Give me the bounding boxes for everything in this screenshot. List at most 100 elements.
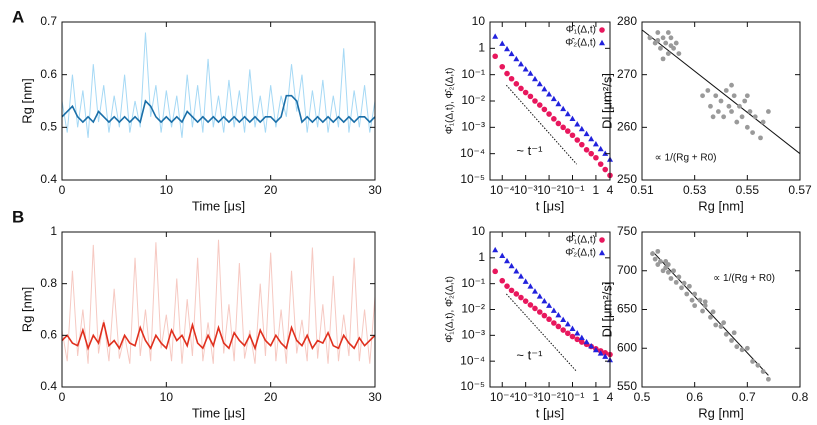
marker bbox=[713, 322, 719, 328]
marker bbox=[531, 288, 538, 294]
marker bbox=[681, 280, 687, 286]
fit-line bbox=[652, 251, 769, 376]
marker bbox=[687, 283, 692, 289]
marker bbox=[560, 316, 567, 322]
y-tick-label: 10⁻³ bbox=[461, 120, 485, 134]
marker bbox=[555, 120, 562, 127]
y-tick-label: 10⁻⁵ bbox=[460, 172, 485, 186]
x-axis-label: t [μs] bbox=[536, 198, 564, 213]
y-tick-label: 10⁻¹ bbox=[461, 67, 485, 81]
marker bbox=[602, 350, 609, 356]
legend-label: Φ̂₁(Δ,t) bbox=[566, 24, 596, 36]
x-tick-label: 0 bbox=[59, 390, 66, 404]
marker bbox=[647, 35, 653, 41]
y-tick-label: 700 bbox=[617, 263, 637, 277]
marker bbox=[583, 338, 590, 345]
marker bbox=[527, 283, 534, 289]
y-tick-label: 10⁻⁴ bbox=[460, 146, 485, 160]
marker bbox=[744, 345, 750, 351]
marker bbox=[708, 314, 713, 320]
x-tick-label: 4 bbox=[607, 390, 614, 404]
marker bbox=[527, 70, 534, 76]
y-tick-label: 1 bbox=[478, 250, 485, 264]
y-tick-label: 10⁻³ bbox=[461, 328, 485, 342]
marker bbox=[569, 325, 576, 331]
marker bbox=[592, 346, 599, 353]
marker bbox=[702, 299, 708, 305]
x-tick-label: 0.55 bbox=[736, 183, 760, 197]
marker bbox=[744, 93, 750, 99]
marker bbox=[679, 285, 684, 291]
y-tick-label: 0.4 bbox=[40, 379, 57, 393]
marker bbox=[546, 316, 552, 323]
y-tick-label: 10⁻¹ bbox=[461, 276, 485, 290]
marker bbox=[718, 324, 724, 329]
marker bbox=[750, 130, 755, 136]
x-tick-label: 30 bbox=[368, 183, 382, 197]
marker bbox=[760, 369, 766, 374]
marker bbox=[560, 327, 566, 333]
x-tick-label: 10⁻³ bbox=[514, 390, 538, 404]
y-tick-label: 0.6 bbox=[40, 67, 57, 81]
x-tick-label: 10⁻³ bbox=[514, 183, 538, 197]
marker bbox=[560, 105, 567, 112]
marker bbox=[650, 251, 655, 257]
marker bbox=[593, 154, 599, 161]
marker bbox=[715, 109, 721, 114]
marker bbox=[583, 130, 590, 137]
plot-frame bbox=[641, 21, 801, 181]
x-axis-label: Rg [nm] bbox=[698, 405, 744, 420]
marker bbox=[668, 43, 674, 49]
marker bbox=[713, 93, 719, 99]
legend-marker bbox=[599, 27, 605, 33]
annotation: ∝ 1/(Rg + R0) bbox=[713, 273, 775, 284]
marker bbox=[660, 35, 666, 41]
marker bbox=[655, 38, 661, 43]
y-tick-label: 550 bbox=[617, 379, 637, 393]
y-tick-label: 0.7 bbox=[40, 14, 57, 28]
marker bbox=[758, 135, 763, 141]
marker bbox=[676, 274, 682, 280]
marker bbox=[660, 56, 666, 62]
marker bbox=[588, 150, 595, 157]
marker bbox=[734, 119, 740, 125]
marker bbox=[718, 98, 724, 104]
x-tick-label: 0.57 bbox=[788, 183, 812, 197]
legend-marker bbox=[599, 39, 605, 46]
marker bbox=[755, 362, 761, 368]
x-tick-label: 10⁻¹ bbox=[561, 183, 585, 197]
marker bbox=[522, 278, 529, 284]
panel-label: B bbox=[12, 207, 24, 226]
x-tick-label: 20 bbox=[264, 183, 278, 197]
marker bbox=[499, 252, 506, 258]
marker bbox=[592, 140, 599, 147]
marker bbox=[551, 320, 557, 326]
annotation: ~ t⁻¹ bbox=[516, 347, 543, 362]
y-tick-label: 10⁻² bbox=[461, 302, 485, 316]
series-line bbox=[61, 321, 376, 351]
marker bbox=[536, 102, 543, 108]
y-axis-label: Rg [nm] bbox=[19, 287, 34, 333]
marker bbox=[527, 302, 534, 308]
x-tick-label: 0.53 bbox=[683, 183, 707, 197]
marker bbox=[597, 161, 604, 167]
marker bbox=[760, 119, 766, 125]
marker bbox=[492, 246, 499, 253]
marker bbox=[752, 114, 758, 120]
marker bbox=[574, 336, 581, 343]
y-axis-label: Dl [μm²/s] bbox=[599, 73, 614, 129]
marker bbox=[499, 40, 506, 46]
x-tick-label: 0.5 bbox=[634, 390, 651, 404]
marker bbox=[536, 293, 543, 299]
y-tick-label: 650 bbox=[617, 302, 637, 316]
marker bbox=[663, 40, 669, 46]
marker bbox=[574, 330, 581, 336]
marker bbox=[560, 124, 566, 131]
marker bbox=[588, 342, 595, 349]
marker bbox=[513, 55, 520, 62]
marker bbox=[652, 256, 658, 262]
marker bbox=[541, 312, 548, 319]
reference-line bbox=[505, 293, 577, 372]
y-axis-label: Dl [μm²/s] bbox=[599, 282, 614, 338]
marker bbox=[663, 265, 669, 271]
